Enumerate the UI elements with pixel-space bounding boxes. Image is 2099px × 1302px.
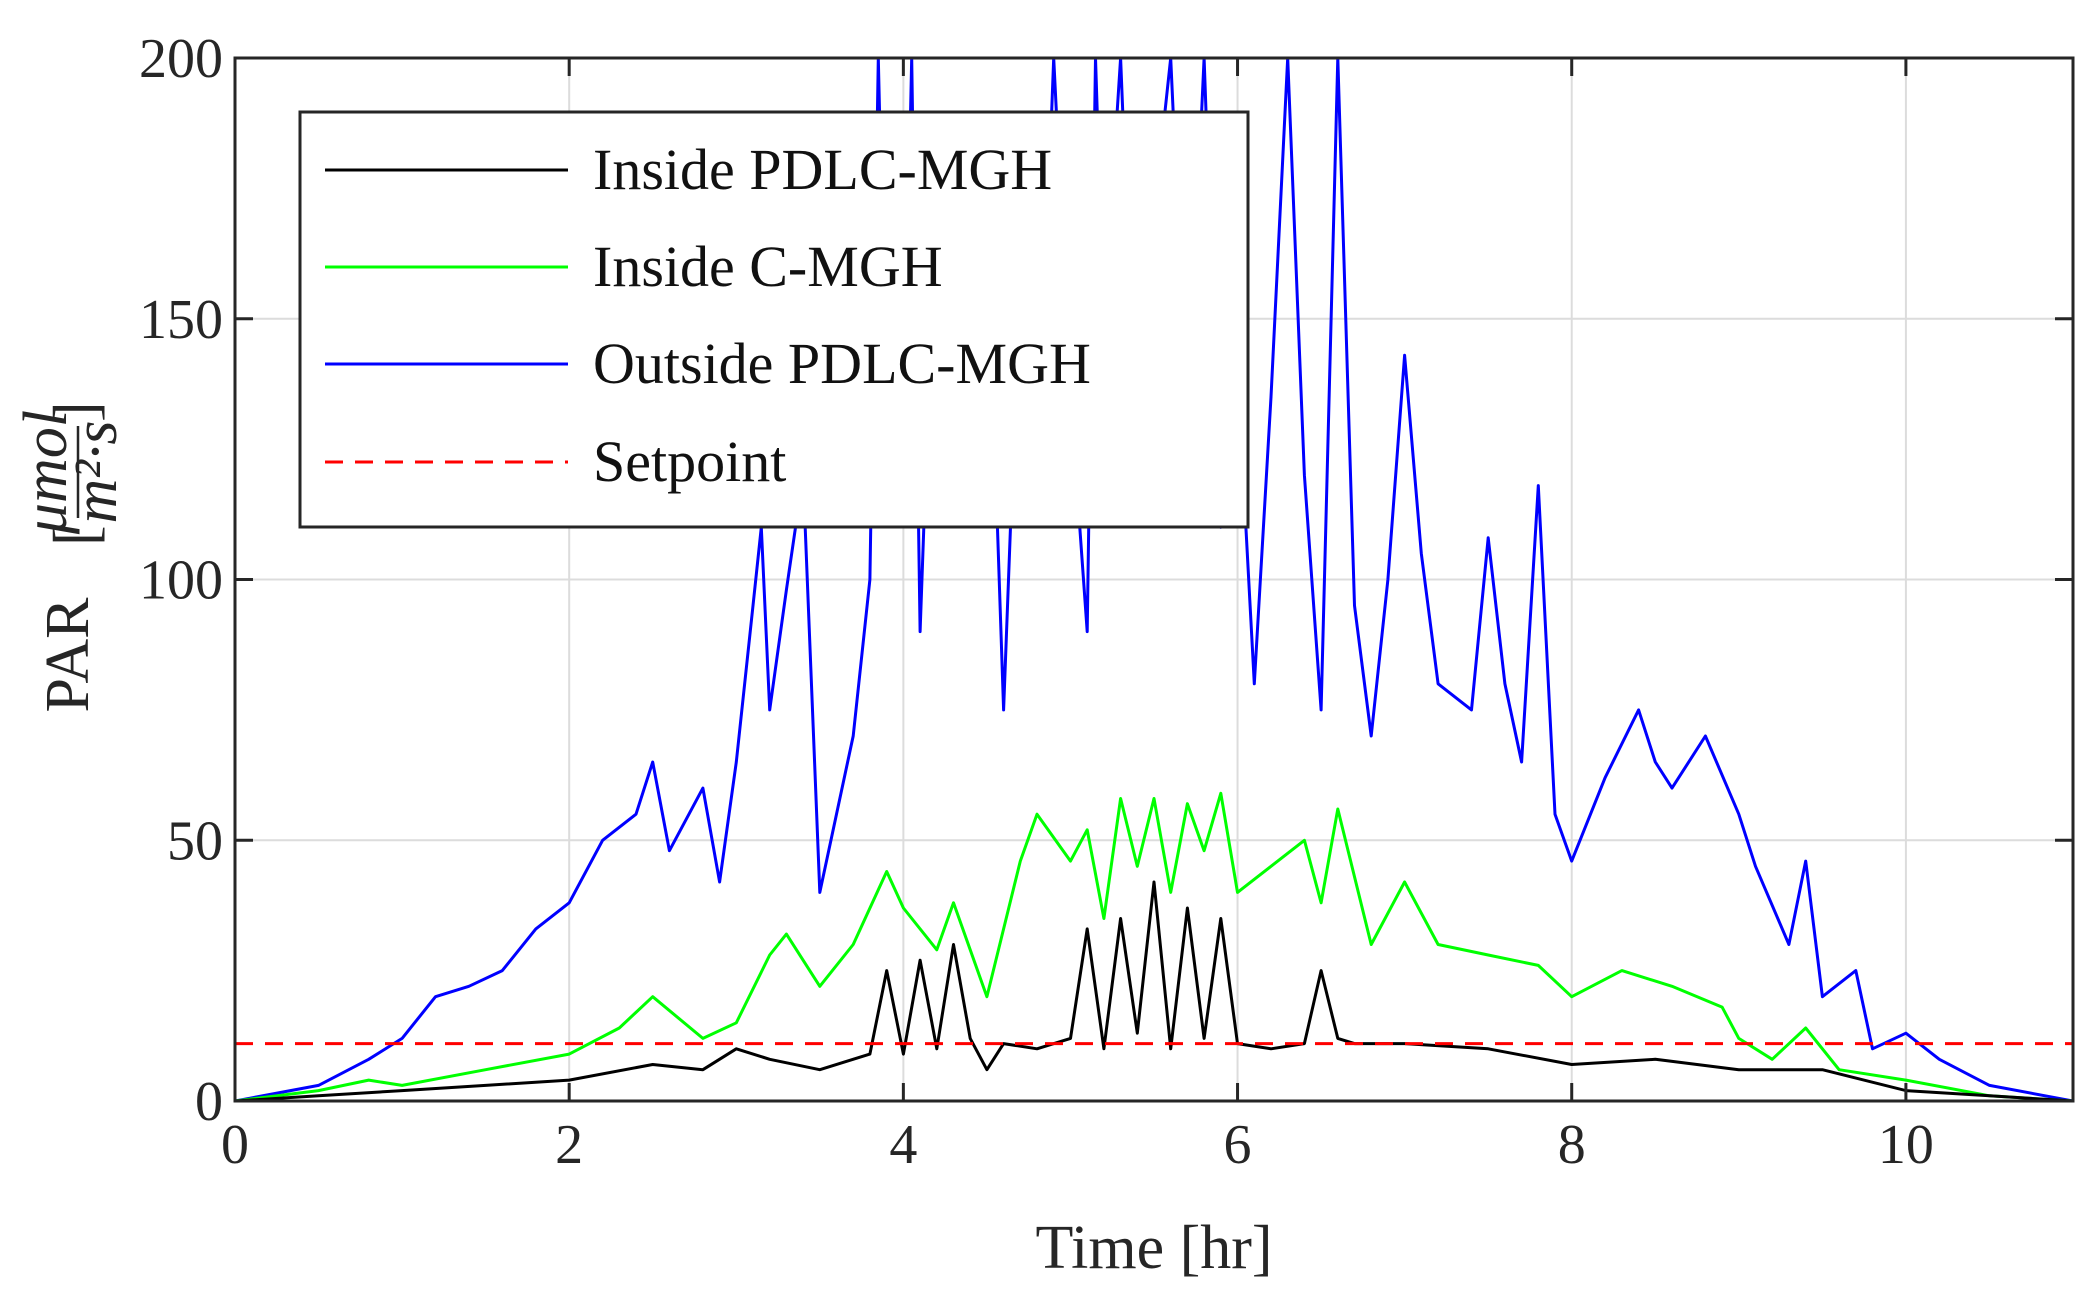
x-axis-title: Time [hr] — [1035, 1214, 1272, 1282]
y-axis-unit-bracket-left: [ — [42, 525, 110, 546]
x-tick-label-4: 4 — [889, 1114, 917, 1176]
x-tick-label-8: 8 — [1558, 1114, 1586, 1176]
legend-label-setpoint: Setpoint — [593, 429, 786, 494]
y-tick-label-0: 0 — [195, 1071, 223, 1133]
x-tick-label-10: 10 — [1878, 1114, 1934, 1176]
y-tick-label-150: 150 — [139, 289, 223, 351]
x-tick-label-0: 0 — [221, 1114, 249, 1176]
y-axis-unit-numerator: μmol — [12, 410, 80, 535]
x-tick-label-6: 6 — [1224, 1114, 1252, 1176]
y-tick-label-100: 100 — [139, 550, 223, 612]
legend-label-outside-pdlc: Outside PDLC-MGH — [593, 331, 1091, 396]
y-axis-title-text: PAR — [34, 597, 102, 713]
series-outside-pdlc-mgh — [235, 58, 2073, 1101]
legend-label-inside-pdlc: Inside PDLC-MGH — [593, 137, 1052, 202]
y-axis-unit-bracket-right: ] — [42, 401, 110, 422]
y-tick-label-50: 50 — [167, 810, 223, 872]
y-axis-unit-denominator: m²·s — [62, 421, 130, 524]
legend-label-inside-c-mgh: Inside C-MGH — [593, 234, 943, 299]
y-tick-label-200: 200 — [139, 28, 223, 90]
legend-box — [298, 110, 1250, 529]
x-tick-labels: 0 2 4 6 8 10 — [221, 1114, 1934, 1176]
series-lines — [235, 58, 2073, 1101]
y-tick-labels: 0 50 100 150 200 — [139, 28, 223, 1133]
axis-ticks — [233, 56, 2073, 1103]
legend: Inside PDLC-MGH Inside C-MGH Outside PDL… — [298, 110, 1250, 529]
x-tick-label-2: 2 — [555, 1114, 583, 1176]
y-axis-title: PAR [ μmol m²·s ] — [12, 401, 130, 712]
series-inside-pdlc-mgh — [235, 880, 2073, 1101]
series-inside-c-mgh — [235, 791, 2073, 1101]
